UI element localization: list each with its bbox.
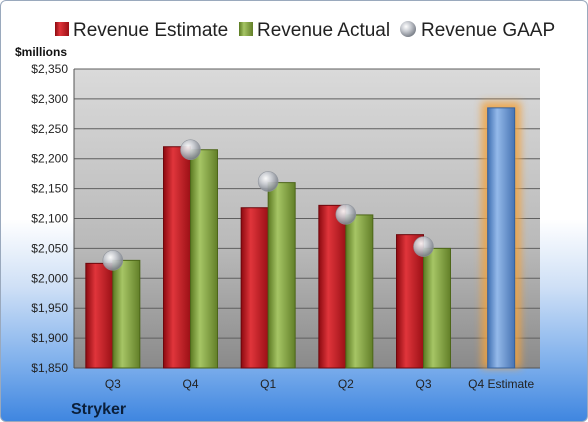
x-tick-label: Q4 Estimate bbox=[468, 377, 534, 391]
bar-revenue-actual bbox=[112, 259, 141, 369]
y-tick-label: $2,300 bbox=[31, 92, 68, 106]
y-tick-label: $2,000 bbox=[31, 271, 68, 285]
x-tick-label: Q3 bbox=[105, 377, 121, 391]
bars bbox=[85, 101, 521, 369]
grid-lines bbox=[73, 68, 540, 369]
gaap-marker bbox=[335, 204, 357, 225]
gaap-markers bbox=[102, 139, 434, 271]
legend-swatch-actual bbox=[239, 22, 253, 36]
bar-revenue-estimate bbox=[396, 234, 424, 369]
gaap-marker bbox=[257, 171, 279, 192]
x-tick-label: Q4 bbox=[182, 377, 198, 391]
y-tick-label: $1,900 bbox=[31, 331, 68, 345]
bar-revenue-actual bbox=[267, 182, 296, 369]
legend-label-actual: Revenue Actual bbox=[257, 20, 390, 41]
bar-revenue-estimate bbox=[240, 207, 269, 369]
legend-label-estimate: Revenue Estimate bbox=[73, 20, 228, 41]
bar-revenue-actual bbox=[423, 247, 451, 369]
chart-legend: Revenue Estimate Revenue Actual Revenue … bbox=[55, 20, 555, 41]
gaap-marker bbox=[102, 250, 124, 271]
gaap-marker bbox=[413, 236, 434, 257]
y-axis-ticks: $1,850 $1,900 $1,950 $2,000 $2,050 $2,100 $2,1… bbox=[31, 62, 68, 375]
legend-item-revenue-actual: Revenue Actual bbox=[239, 20, 390, 41]
y-tick-label: $2,050 bbox=[31, 241, 68, 255]
bar-revenue-actual bbox=[345, 214, 374, 369]
y-axis-unit-label: $millions bbox=[15, 45, 67, 59]
gaap-marker bbox=[180, 139, 201, 161]
bar-revenue-estimate bbox=[163, 146, 191, 369]
legend-swatch-estimate bbox=[55, 22, 69, 36]
x-tick-label: Q3 bbox=[415, 377, 431, 391]
bar-revenue-estimate bbox=[318, 204, 347, 369]
bar-q4-estimate bbox=[487, 107, 516, 369]
legend-item-revenue-estimate: Revenue Estimate bbox=[55, 20, 228, 41]
company-name: Stryker bbox=[71, 401, 126, 418]
y-tick-label: $2,250 bbox=[31, 122, 68, 136]
y-tick-label: $2,100 bbox=[31, 212, 68, 226]
y-tick-label: $2,200 bbox=[31, 152, 68, 166]
x-tick-label: Q1 bbox=[260, 377, 276, 391]
y-tick-label: $2,150 bbox=[31, 182, 68, 196]
x-axis-ticks: Q3 Q4 Q1 Q2 Q3 Q4 Estimate bbox=[105, 377, 535, 391]
y-tick-label: $1,850 bbox=[31, 361, 68, 375]
y-tick-label: $1,950 bbox=[31, 301, 68, 315]
bar-revenue-actual bbox=[190, 149, 218, 369]
legend-label-gaap: Revenue GAAP bbox=[421, 20, 555, 41]
x-tick-label: Q2 bbox=[338, 377, 354, 391]
bar-revenue-estimate bbox=[85, 262, 114, 369]
y-tick-label: $2,350 bbox=[31, 62, 68, 76]
legend-item-revenue-gaap: Revenue GAAP bbox=[400, 20, 555, 41]
legend-swatch-gaap bbox=[400, 21, 416, 37]
